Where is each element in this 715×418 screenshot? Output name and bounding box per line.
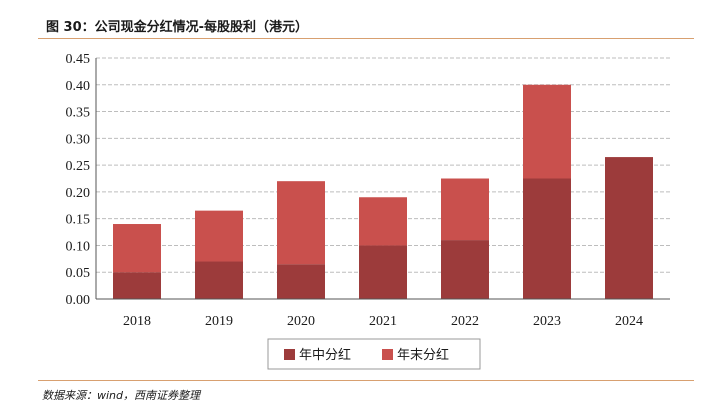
legend-swatch-interim [284, 349, 295, 360]
x-tick-label: 2022 [451, 314, 479, 329]
legend-label: 年中分红 [299, 347, 351, 363]
y-tick-label: 0.45 [66, 52, 91, 67]
source-note: 数据来源：wind，西南证券整理 [42, 389, 201, 402]
legend-box [267, 338, 481, 370]
chart-area: 0.00 0.05 0.10 0.15 0.20 0.25 0.30 0.35 0.40 0.45… [38, 40, 694, 380]
bar-interim-2019 [195, 261, 243, 299]
x-tick-label: 2024 [615, 314, 643, 329]
figure-footer: 数据来源：wind，西南证券整理 [38, 380, 694, 402]
y-tick-label: 0.25 [66, 159, 91, 174]
bar-final-2023 [523, 84, 571, 179]
bar-interim-2020 [277, 264, 325, 299]
bar-interim-2024 [605, 157, 653, 299]
x-tick-label: 2018 [123, 314, 151, 329]
bar-final-2019 [195, 210, 243, 262]
x-tick-label: 2021 [369, 314, 397, 329]
y-tick-label: 0.30 [66, 132, 91, 147]
bar-final-2021 [359, 197, 407, 246]
bar-final-2020 [277, 181, 325, 265]
figure-header: 图 30：公司现金分红情况-每股股利（港元） [38, 12, 694, 39]
y-tick-label: 0.05 [66, 266, 91, 281]
legend-swatch-final [382, 349, 393, 360]
y-tick-label: 0.15 [66, 213, 91, 228]
y-tick-label: 0.20 [66, 186, 91, 201]
bars [113, 84, 653, 299]
y-tick-label: 0.40 [66, 79, 91, 94]
y-tick-label: 0.10 [66, 239, 91, 254]
dividend-stacked-bar-chart: 0.00 0.05 0.10 0.15 0.20 0.25 0.30 0.35 0.40 0.45… [66, 52, 670, 370]
bar-interim-2018 [113, 272, 161, 299]
bar-interim-2022 [441, 240, 489, 299]
x-tick-label: 2019 [205, 314, 233, 329]
x-tick-label: 2020 [287, 314, 315, 329]
figure-title: 图 30：公司现金分红情况-每股股利（港元） [46, 20, 309, 35]
legend: 年中分红 年末分红 [267, 338, 481, 370]
y-tick-label: 0.00 [66, 293, 91, 308]
axes: 0.00 0.05 0.10 0.15 0.20 0.25 0.30 0.35 0.40 0.45… [66, 52, 670, 329]
legend-label: 年末分红 [397, 347, 449, 363]
y-tick-label: 0.35 [66, 106, 91, 121]
bar-final-2022 [441, 178, 489, 241]
bar-interim-2023 [523, 178, 571, 299]
x-tick-label: 2023 [533, 314, 561, 329]
bar-final-2018 [113, 224, 161, 273]
bar-interim-2021 [359, 245, 407, 299]
